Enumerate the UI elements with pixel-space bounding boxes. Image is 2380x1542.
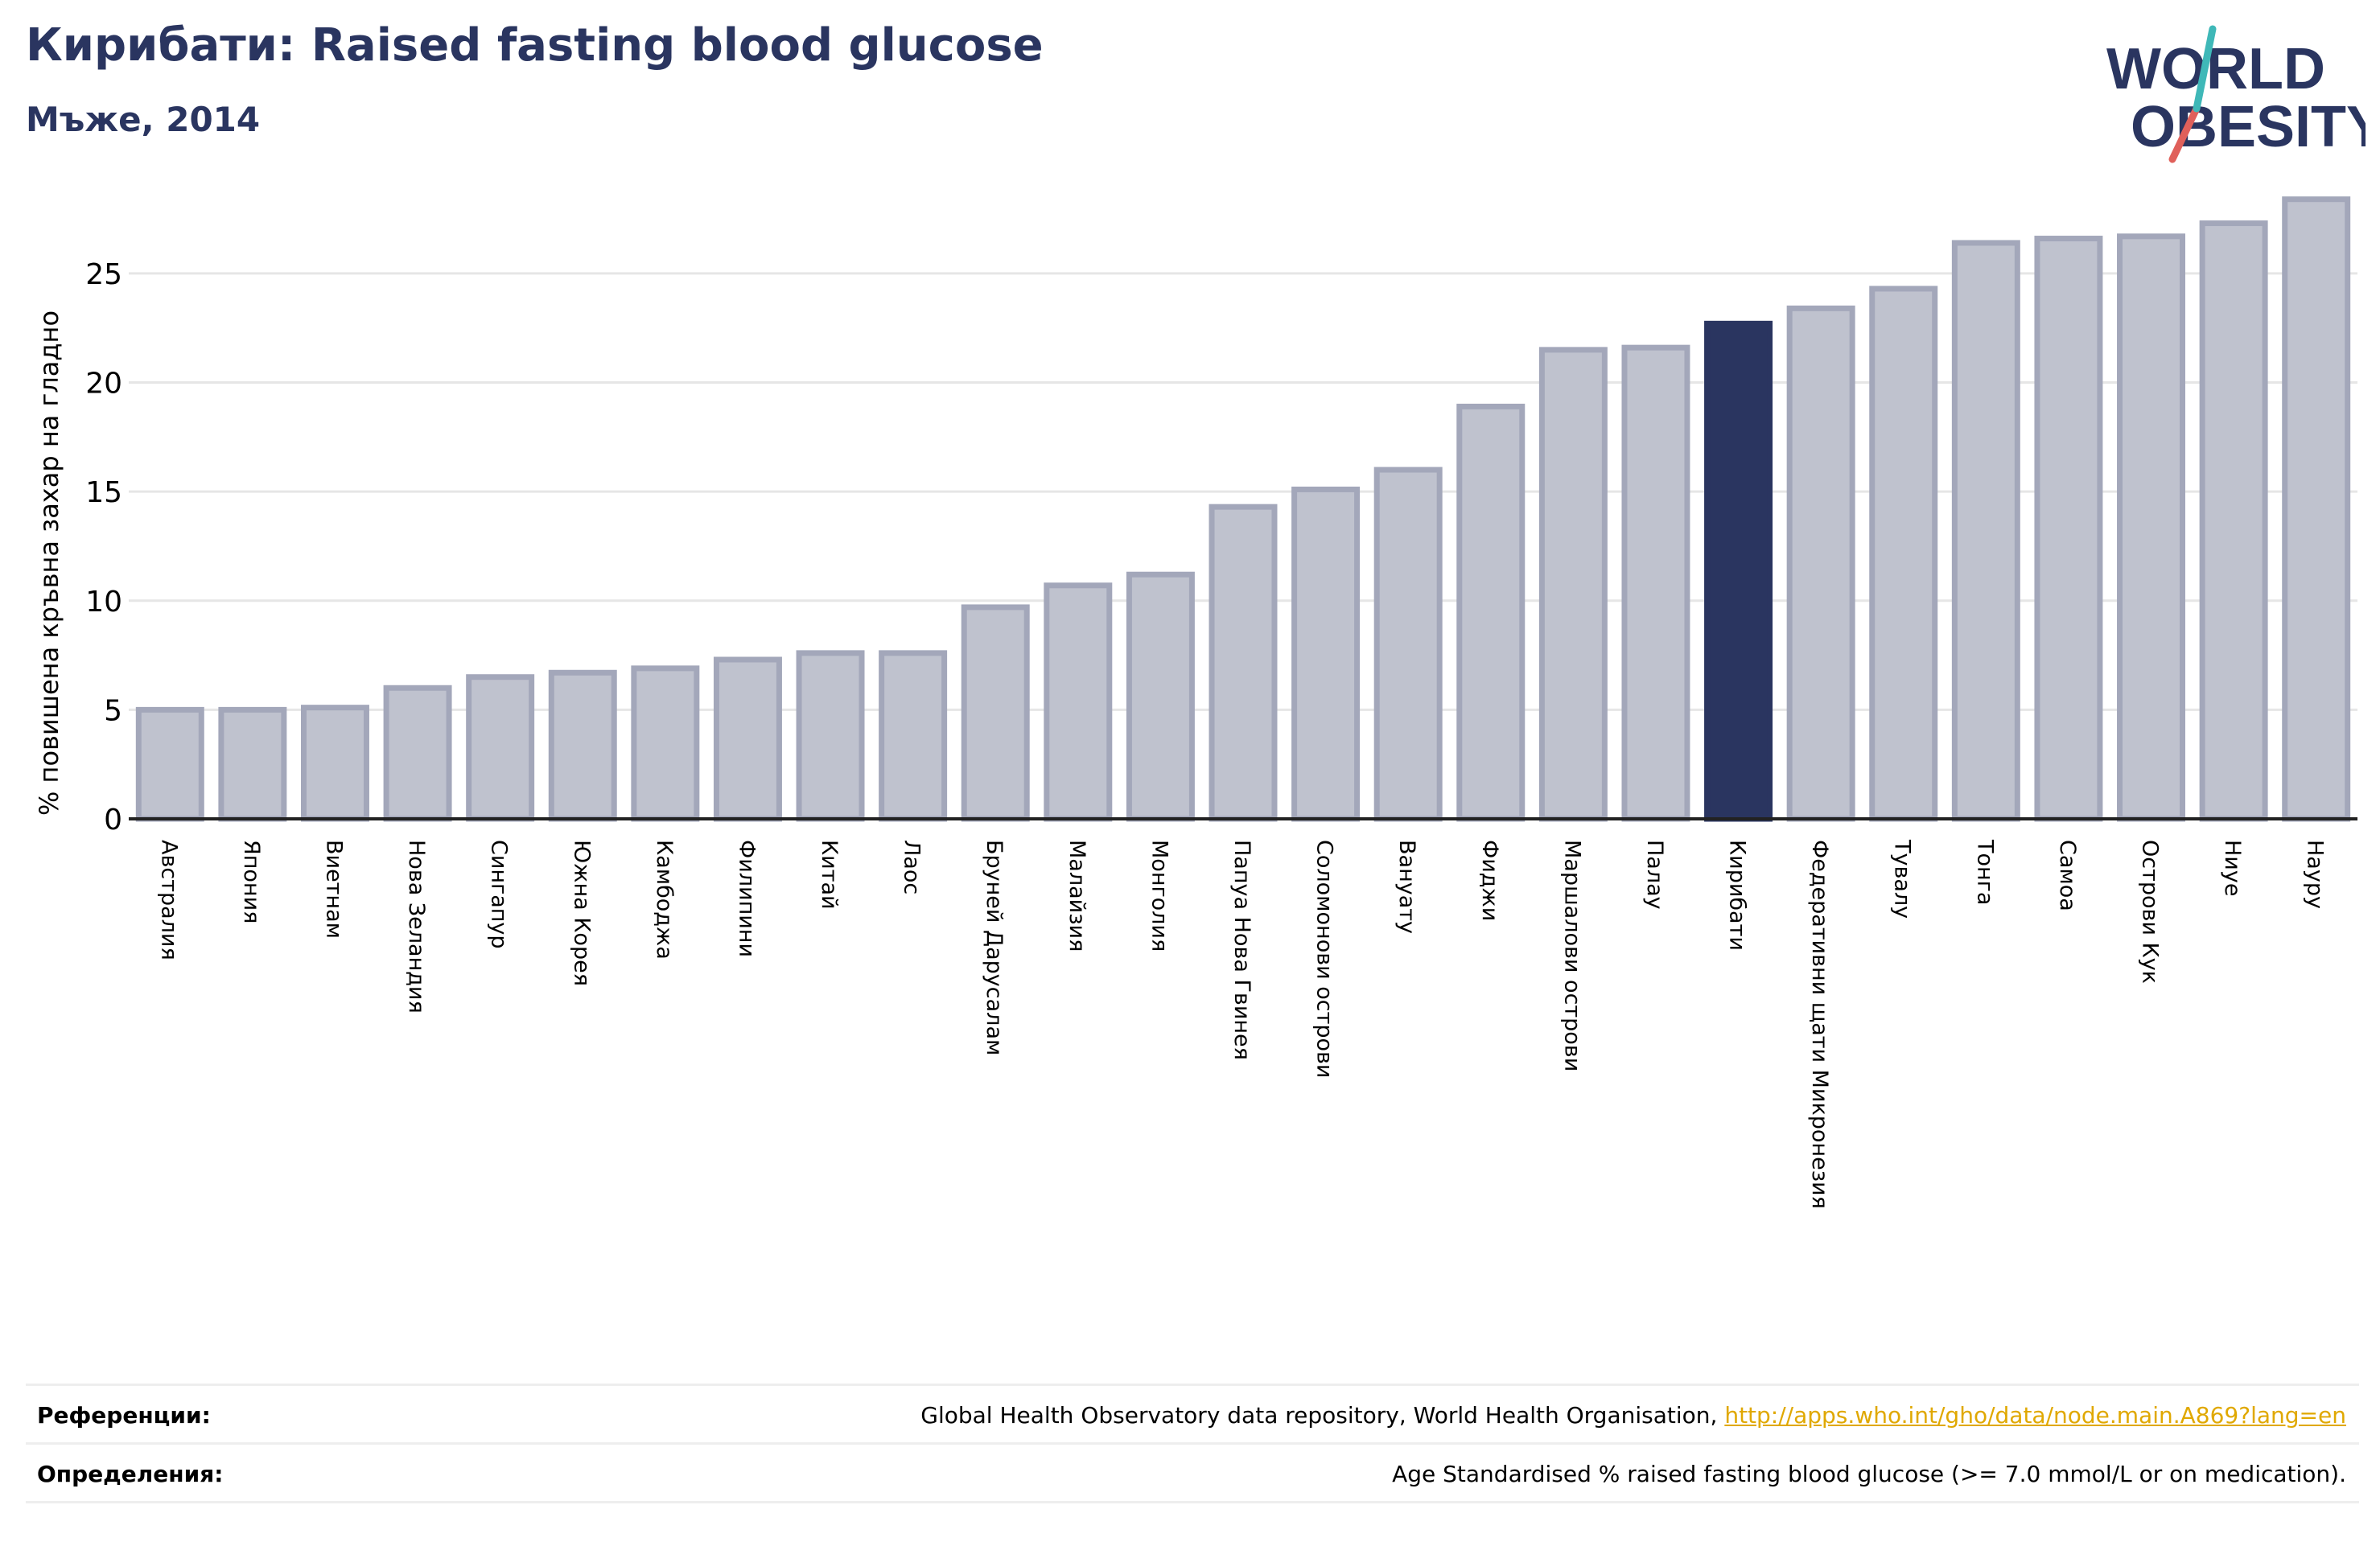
y-tick-label: 5: [104, 694, 122, 727]
bar: [1456, 403, 1526, 822]
bar: [1209, 504, 1278, 822]
bar: [961, 604, 1030, 822]
bar: [713, 656, 782, 822]
x-tick-label: Нова Зеландия: [404, 840, 429, 1014]
x-tick-label: Маршалови острови: [1559, 840, 1584, 1071]
bar: [2117, 233, 2186, 822]
x-tick-label: Сингапур: [487, 840, 512, 949]
world-obesity-logo: WORLD OBESITY: [2106, 25, 2366, 163]
bar: [1869, 286, 1938, 822]
x-tick-label: Науру: [2303, 840, 2328, 909]
bar: [1126, 571, 1195, 822]
logo-slash-teal-icon: [2193, 25, 2217, 113]
x-tick-label: Филипини: [734, 840, 759, 957]
x-tick-label: Австралия: [156, 840, 181, 960]
chart-title: Кирибати: Raised fasting blood glucose: [26, 19, 1044, 72]
x-tick-label: Фиджи: [1477, 840, 1502, 921]
x-tick-label: Малайзия: [1064, 840, 1089, 952]
bar: [2282, 196, 2351, 822]
bars-group: [135, 196, 2351, 822]
definitions-row: Определения: Age Standardised % raised f…: [26, 1442, 2359, 1503]
bar: [1786, 305, 1855, 822]
bar: [135, 706, 204, 822]
bar: [2199, 220, 2268, 822]
bar: [383, 685, 452, 822]
bar: [466, 674, 535, 822]
logo-word-world: WORLD: [2106, 37, 2325, 101]
logo-word-obesity: OBESITY: [2131, 95, 2366, 159]
bar: [1373, 467, 1443, 822]
x-tick-label: Бруней Дарусалам: [982, 840, 1007, 1055]
x-tick-label: Соломонови острови: [1312, 840, 1337, 1078]
y-tick-label: 10: [85, 586, 122, 619]
x-tick-label: Китай: [817, 840, 842, 910]
bar: [1291, 486, 1361, 822]
references-link[interactable]: http://apps.who.int/gho/data/node.main.A…: [1724, 1402, 2346, 1429]
x-tick-label: Федеративни щати Микронезия: [1807, 840, 1832, 1209]
x-tick-label: Япония: [239, 840, 264, 923]
x-tick-label: Монголия: [1147, 840, 1171, 952]
bar: [2034, 236, 2103, 822]
y-tick-label: 0: [104, 804, 122, 837]
bar: [796, 650, 865, 822]
x-tick-label: Самоа: [2055, 840, 2080, 911]
chart-subtitle: Мъже, 2014: [26, 100, 261, 139]
bar: [218, 706, 287, 822]
bar: [548, 669, 617, 822]
references-table: Референции: Global Health Observatory da…: [26, 1384, 2359, 1503]
y-tick-label: 15: [85, 476, 122, 509]
x-tick-label: Южна Корея: [569, 840, 594, 986]
references-row: Референции: Global Health Observatory da…: [26, 1384, 2359, 1442]
bar: [1538, 347, 1608, 822]
logo-slash-red-icon: [2168, 105, 2201, 163]
references-value: Global Health Observatory data repositor…: [920, 1402, 2346, 1429]
references-label: Референции:: [37, 1402, 211, 1429]
y-tick-label: 20: [85, 368, 122, 401]
x-axis-labels: Австралия Япония Виетнам Нова Зеландия Синга…: [156, 839, 2327, 1209]
x-tick-label: Тонга: [1972, 839, 1997, 905]
y-axis-label: % повишена кръвна захар на гладно: [34, 310, 64, 816]
x-tick-label: Ниуе: [2220, 840, 2245, 896]
y-tick-label: 25: [85, 258, 122, 291]
x-tick-label: Кирибати: [1725, 840, 1750, 951]
x-tick-label: Лаос: [900, 840, 924, 894]
x-tick-label: Тувалу: [1890, 839, 1915, 919]
bar: [1704, 320, 1773, 822]
x-tick-label: Вануату: [1394, 840, 1419, 934]
x-tick-label: Палау: [1642, 840, 1667, 910]
definitions-label: Определения:: [37, 1461, 224, 1487]
bar: [1951, 240, 2020, 822]
y-axis: 0 5 10 15 20 25: [85, 258, 2357, 837]
bar: [879, 650, 948, 822]
definitions-value: Age Standardised % raised fasting blood …: [1392, 1461, 2346, 1487]
x-tick-label: Виетнам: [321, 840, 346, 939]
bar: [1621, 344, 1690, 822]
bar: [1044, 582, 1113, 822]
bar: [300, 705, 369, 822]
x-tick-label: Острови Кук: [2138, 840, 2163, 984]
x-tick-label: Папуа Нова Гвинея: [1229, 840, 1254, 1060]
x-tick-label: Камбоджа: [652, 840, 677, 960]
bar: [631, 665, 700, 822]
references-text: Global Health Observatory data repositor…: [920, 1402, 1725, 1429]
